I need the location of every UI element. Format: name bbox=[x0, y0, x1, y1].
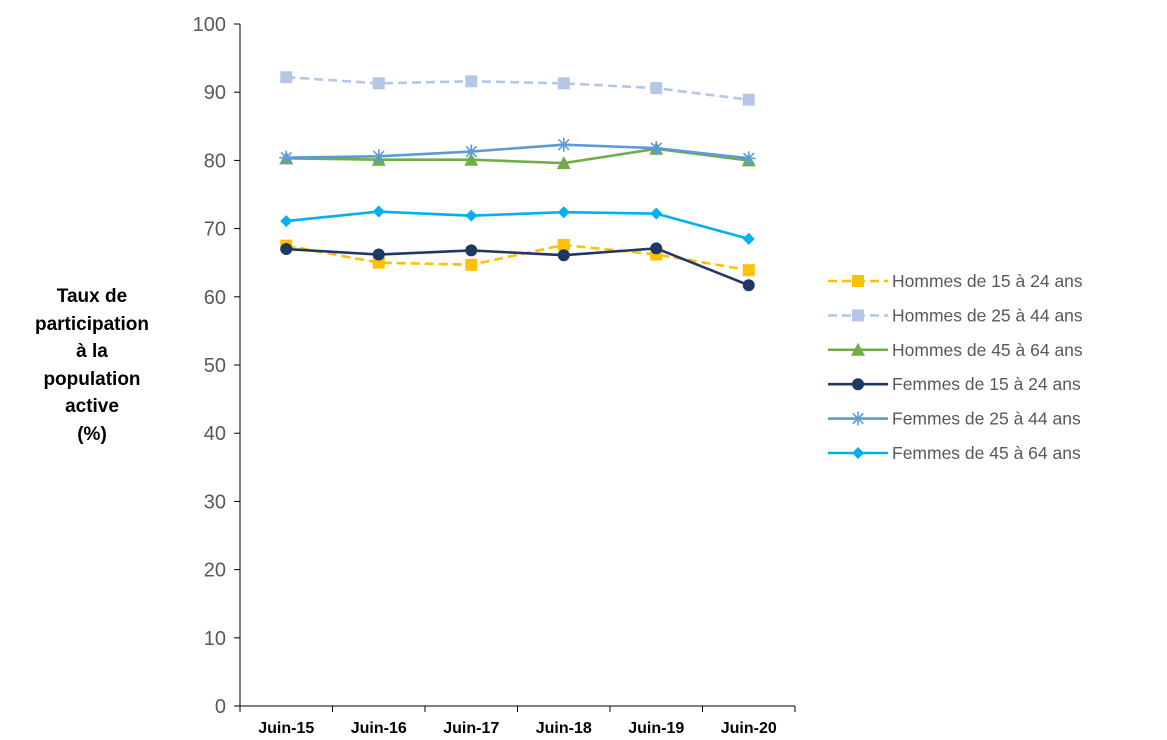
x-tick-label: Juin-18 bbox=[536, 720, 592, 737]
y-tick-label: 0 bbox=[215, 696, 226, 718]
data-point bbox=[280, 243, 293, 256]
legend-label: Hommes de 25 à 44 ans bbox=[892, 305, 1083, 325]
x-tick-label: Juin-19 bbox=[628, 720, 684, 737]
data-point bbox=[464, 144, 479, 159]
data-point bbox=[464, 152, 479, 166]
data-point bbox=[742, 232, 755, 245]
data-point bbox=[650, 242, 663, 255]
y-tick-label: 80 bbox=[204, 150, 226, 172]
data-point bbox=[280, 71, 293, 84]
legend-item: Femmes de 25 à 44 ans bbox=[828, 409, 1081, 429]
series-5 bbox=[279, 137, 756, 166]
data-point bbox=[650, 82, 663, 95]
data-point bbox=[465, 244, 478, 257]
data-point bbox=[852, 378, 864, 391]
x-tick-label: Juin-20 bbox=[721, 720, 777, 737]
data-point bbox=[650, 248, 663, 261]
data-point bbox=[371, 149, 386, 164]
series-6 bbox=[280, 205, 755, 245]
data-point bbox=[852, 309, 864, 322]
series-1 bbox=[280, 238, 755, 277]
data-point bbox=[742, 264, 755, 277]
legend-item: Hommes de 15 à 24 ans bbox=[828, 271, 1083, 291]
x-axis: Juin-15 Juin-16 Juin-17 Juin-18 Juin-19 Juin-… bbox=[239, 705, 796, 737]
y-axis-title-line: participation bbox=[34, 313, 149, 335]
legend-label: Femmes de 45 à 64 ans bbox=[892, 443, 1081, 463]
data-point bbox=[465, 75, 478, 88]
series-2 bbox=[280, 71, 755, 106]
data-point bbox=[557, 249, 570, 262]
data-point bbox=[465, 209, 478, 222]
series-layer bbox=[279, 71, 756, 292]
y-tick-label: 20 bbox=[204, 560, 226, 582]
series-line bbox=[286, 210, 750, 241]
legend-label: Femmes de 25 à 44 ans bbox=[892, 409, 1081, 429]
legend: Hommes de 15 à 24 ans Hommes de 25 à 44 a… bbox=[828, 271, 1083, 463]
y-axis: 0 10 20 30 40 50 60 70 80 90 100 bbox=[193, 14, 241, 718]
data-point bbox=[280, 215, 293, 228]
y-tick-label: 90 bbox=[204, 82, 226, 104]
series-line bbox=[286, 247, 750, 287]
x-tick-label: Juin-16 bbox=[351, 720, 407, 737]
y-tick-label: 30 bbox=[204, 491, 226, 513]
y-tick-label: 50 bbox=[204, 355, 226, 377]
data-point bbox=[372, 205, 385, 218]
legend-item: Femmes de 45 à 64 ans bbox=[828, 443, 1081, 463]
data-point bbox=[372, 248, 385, 261]
data-point bbox=[851, 342, 865, 356]
series-line bbox=[286, 243, 749, 272]
series-line bbox=[286, 143, 749, 160]
data-point bbox=[742, 279, 755, 292]
data-point bbox=[557, 77, 570, 90]
data-point bbox=[279, 150, 294, 165]
y-tick-label: 60 bbox=[204, 287, 226, 309]
y-axis-title-line: active bbox=[65, 396, 119, 417]
data-point bbox=[465, 258, 478, 271]
data-point bbox=[649, 141, 664, 156]
y-axis-title-line: population bbox=[43, 368, 141, 390]
legend-label: Femmes de 15 à 24 ans bbox=[892, 374, 1081, 394]
y-axis-title-line: Taux de bbox=[56, 286, 128, 307]
data-point bbox=[741, 151, 756, 166]
y-axis-title-line: (%) bbox=[77, 423, 107, 445]
data-point bbox=[556, 156, 571, 170]
data-point bbox=[851, 411, 865, 426]
legend-label: Hommes de 45 à 64 ans bbox=[892, 340, 1083, 360]
legend-label: Hommes de 15 à 24 ans bbox=[892, 271, 1083, 291]
x-tick-label: Juin-17 bbox=[443, 720, 499, 737]
data-point bbox=[556, 137, 571, 152]
y-axis-title-line: à la bbox=[76, 341, 108, 362]
y-tick-label: 40 bbox=[204, 423, 226, 445]
legend-item: Hommes de 25 à 44 ans bbox=[828, 305, 1083, 325]
x-tick-label: Juin-15 bbox=[258, 720, 314, 737]
data-point bbox=[372, 77, 385, 90]
legend-item: Hommes de 45 à 64 ans bbox=[828, 340, 1083, 360]
y-tick-label: 70 bbox=[204, 219, 226, 241]
data-point bbox=[650, 207, 663, 220]
y-tick-label: 100 bbox=[193, 14, 226, 36]
data-point bbox=[852, 275, 864, 287]
series-line bbox=[286, 75, 749, 101]
data-point bbox=[742, 93, 755, 106]
y-tick-label: 10 bbox=[204, 628, 226, 650]
data-point bbox=[557, 238, 570, 251]
series-4 bbox=[280, 242, 755, 292]
legend-item: Femmes de 15 à 24 ans bbox=[828, 374, 1081, 394]
data-point bbox=[852, 447, 864, 459]
data-point bbox=[557, 206, 570, 219]
